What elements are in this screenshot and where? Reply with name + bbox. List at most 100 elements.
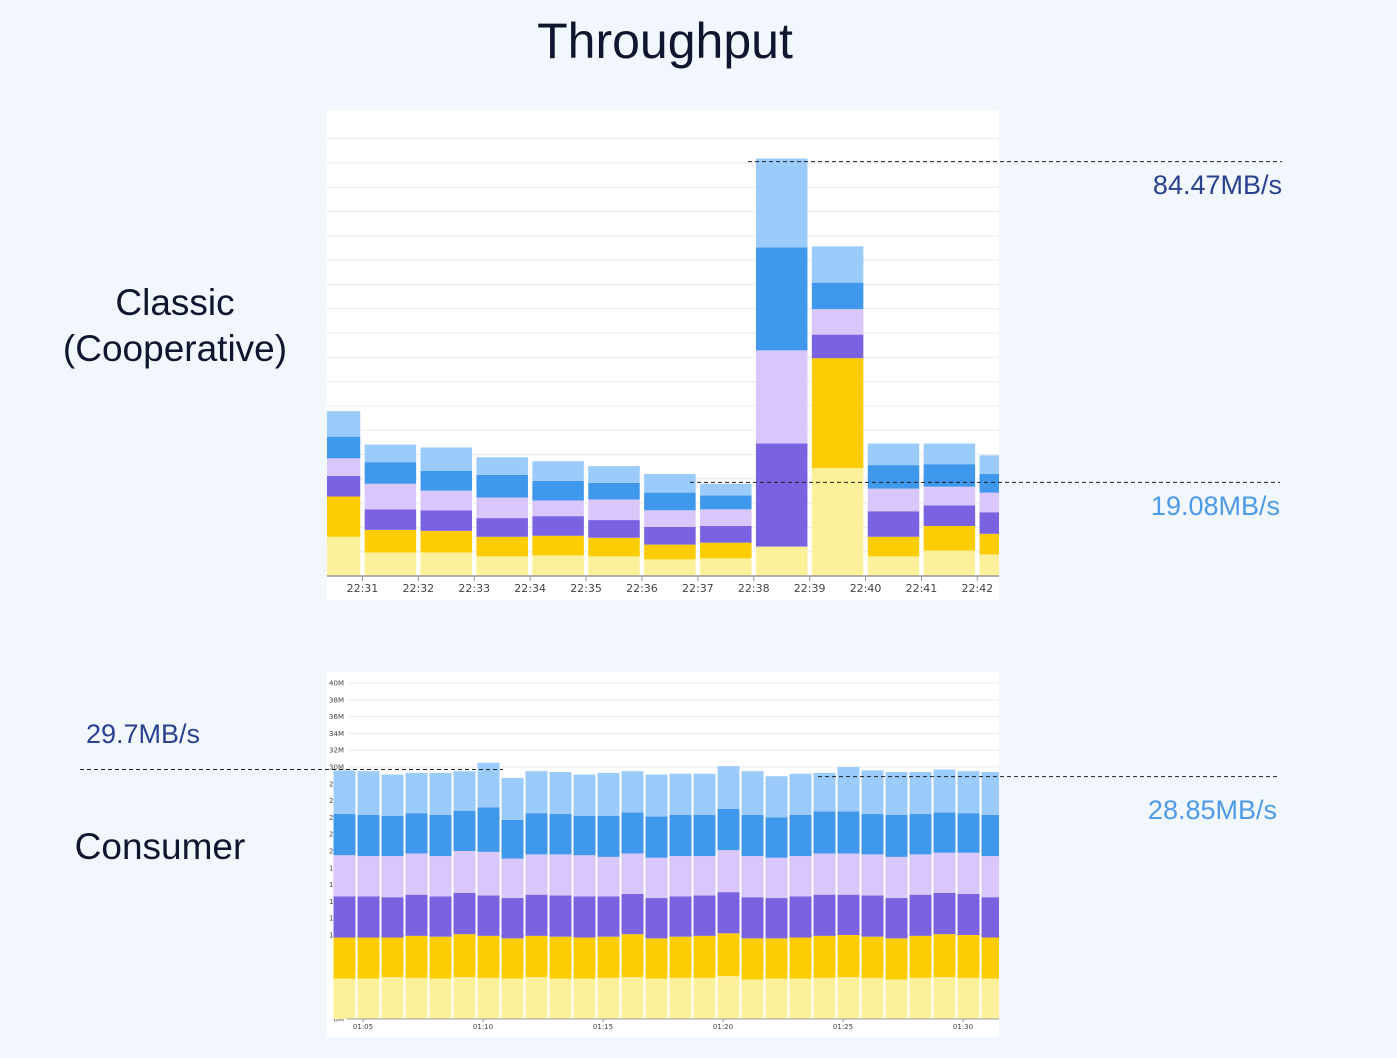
bar-segment <box>837 811 860 854</box>
bar-segment <box>476 518 528 537</box>
bar-segment <box>453 934 476 977</box>
x-tick-label: 01:25 <box>833 1023 853 1031</box>
bar-segment <box>933 893 956 935</box>
bar-segment <box>693 856 716 896</box>
bar-segment <box>813 977 836 1019</box>
bar-segment <box>525 771 548 814</box>
bar-segment <box>867 536 920 557</box>
bar-segment <box>811 334 864 359</box>
bar-segment <box>700 483 752 496</box>
bar-segment <box>333 937 356 979</box>
bar-segment <box>909 935 932 978</box>
bar-segment <box>700 558 752 576</box>
y-tick-label: 38M <box>329 696 344 704</box>
bar-segment <box>741 897 764 939</box>
bar-segment <box>357 814 380 857</box>
bar-segment <box>861 770 884 815</box>
bar-segment <box>741 814 764 857</box>
bar-segment <box>597 896 620 937</box>
bar-segment <box>588 499 640 521</box>
bar-segment <box>755 247 808 351</box>
bar-segment <box>867 443 920 466</box>
x-tick-label: 22:35 <box>570 582 602 595</box>
bar-segment <box>621 934 644 977</box>
bar-segment <box>621 812 644 854</box>
bar-segment <box>789 814 812 857</box>
bar-segment <box>364 529 417 553</box>
bar-segment <box>645 774 668 817</box>
bar-segment <box>979 512 999 534</box>
bar-segment <box>979 533 999 555</box>
bar-segment <box>532 555 584 576</box>
x-tick-label: 22:34 <box>514 582 546 595</box>
bar-segment <box>327 475 361 497</box>
bar-segment <box>693 977 716 1019</box>
bar-segment <box>405 894 428 936</box>
bar-segment <box>933 852 956 893</box>
bar-segment <box>909 772 932 815</box>
bar-segment <box>957 935 980 978</box>
classic-low-annotation: 19.08MB/s <box>1150 491 1280 521</box>
bar-segment <box>645 978 668 1019</box>
bar-segment <box>644 492 696 511</box>
bar-segment <box>981 814 999 857</box>
x-tick-label: 22:42 <box>961 582 993 595</box>
bar-segment <box>957 893 980 935</box>
bar-segment <box>364 444 417 463</box>
bar-segment <box>837 767 860 812</box>
bar-segment <box>597 856 620 897</box>
bar-segment <box>357 856 380 897</box>
bar-segment <box>381 815 404 857</box>
bar-segment <box>867 556 920 576</box>
bar-segment <box>525 894 548 936</box>
bar-segment <box>765 938 788 979</box>
x-tick-label: 22:33 <box>458 582 490 595</box>
bar-segment <box>327 536 361 576</box>
bar-segment <box>933 769 956 813</box>
bar-segment <box>669 977 692 1019</box>
bar-segment <box>885 938 908 980</box>
bar-segment <box>861 895 884 937</box>
bar-segment <box>811 358 864 469</box>
bar-segment <box>333 770 356 815</box>
bar-segment <box>532 516 584 536</box>
bar-segment <box>597 815 620 857</box>
bar-segment <box>813 811 836 854</box>
y-tick-label: 0M <box>334 1016 345 1024</box>
classic-chart: 22:31 22:32 22:33 22:34 22:35 22:36 22:37 22:38… <box>327 138 999 595</box>
x-tick-label: 22:38 <box>738 582 770 595</box>
x-tick-label: 22:36 <box>626 582 658 595</box>
bar-segment <box>885 814 908 857</box>
bar-segment <box>381 897 404 938</box>
bar-segment <box>717 850 740 893</box>
bar-segment <box>476 457 528 475</box>
bar-segment <box>333 855 356 897</box>
bar-segment <box>621 977 644 1019</box>
bar-segment <box>741 938 764 980</box>
bar-segment <box>979 554 999 576</box>
bar-segment <box>923 550 976 576</box>
bar-segment <box>573 937 596 979</box>
bar-segment <box>885 898 908 939</box>
bar-segment <box>597 772 620 816</box>
bar-segment <box>765 898 788 939</box>
bar-segment <box>933 977 956 1019</box>
bar-segment <box>420 530 473 553</box>
classic-label: Classic (Cooperative) <box>30 280 320 372</box>
bar-segment <box>981 856 999 898</box>
bar-segment <box>381 856 404 898</box>
x-tick-label: 22:39 <box>794 582 826 595</box>
bar-segment <box>549 895 572 937</box>
bar-segment <box>501 777 524 820</box>
x-tick-label: 22:41 <box>906 582 938 595</box>
bar-segment <box>979 455 999 474</box>
x-tick-label: 22:31 <box>347 582 379 595</box>
bar-segment <box>957 813 980 853</box>
bar-segment <box>453 977 476 1019</box>
bar-segment <box>364 462 417 484</box>
bar-segment <box>327 436 361 459</box>
bar-segment <box>669 773 692 815</box>
bar-segment <box>885 979 908 1019</box>
bar-segment <box>588 466 640 483</box>
bar-segment <box>717 809 740 851</box>
